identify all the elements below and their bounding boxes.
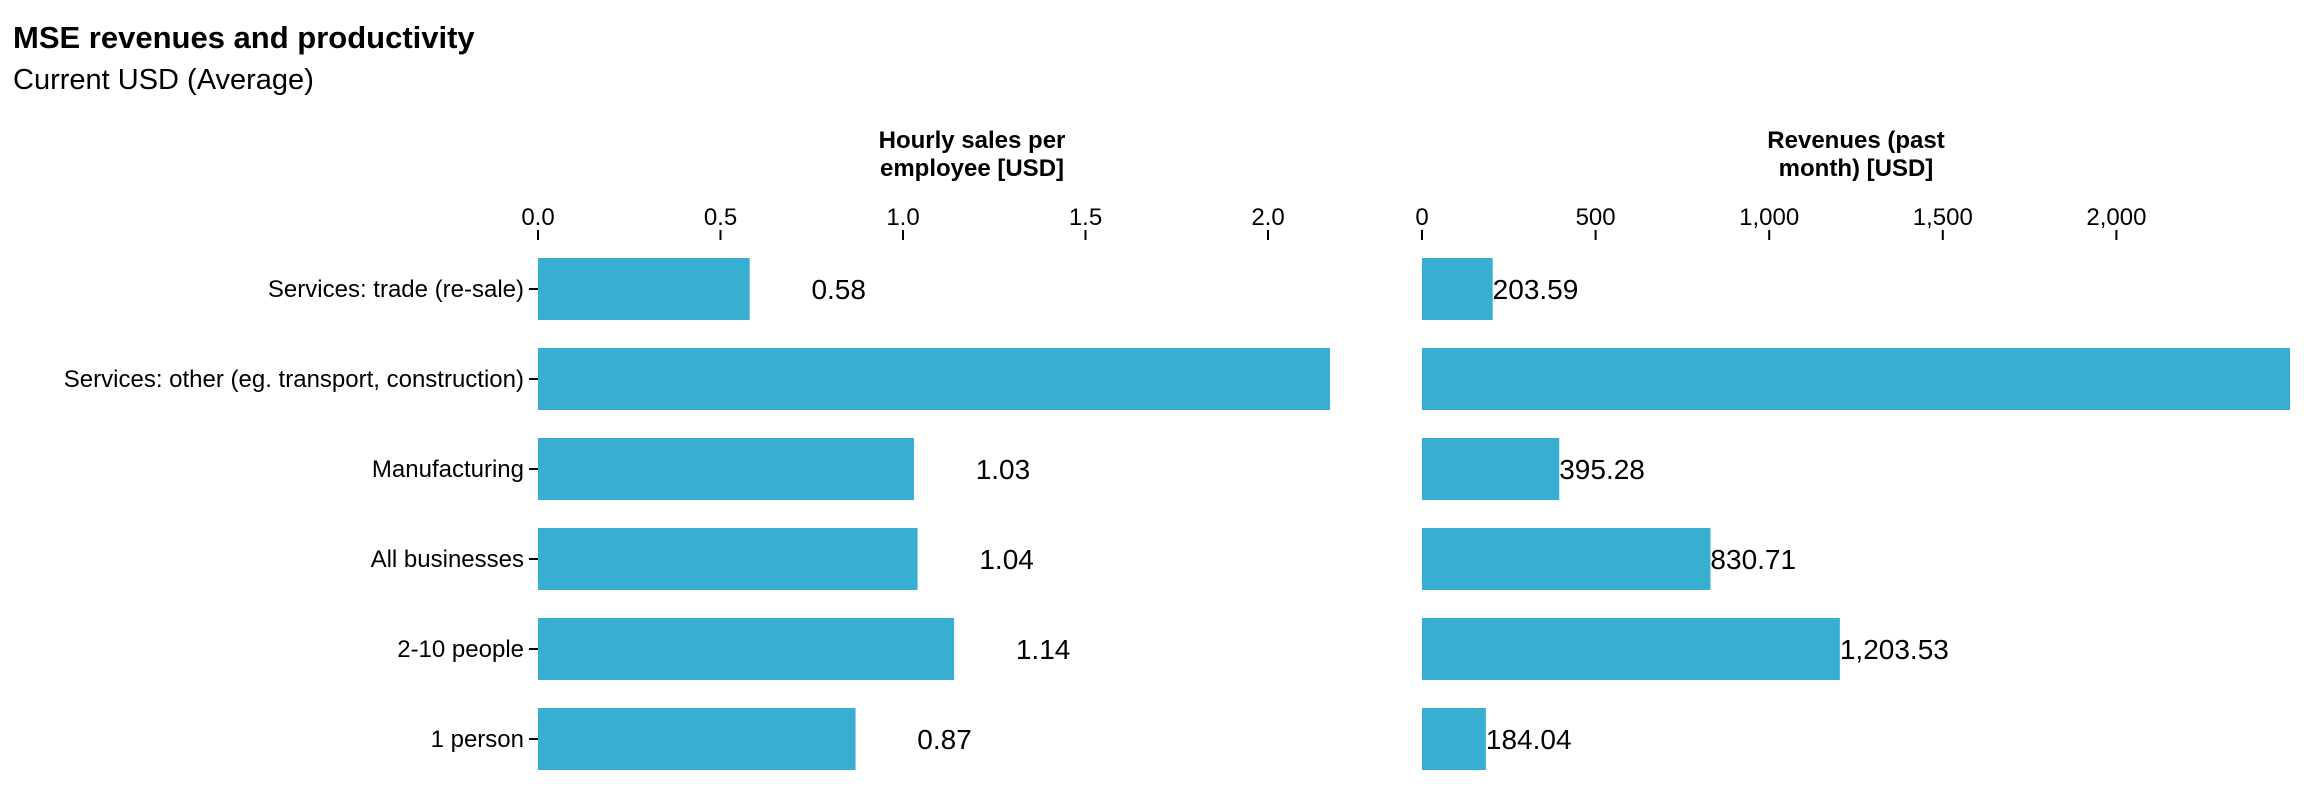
x-tick-label: 1,500 (1913, 204, 1973, 231)
bar (538, 708, 856, 770)
data-label: 830.71 (1710, 544, 1796, 575)
data-label: 184.04 (1486, 724, 1572, 755)
chart-subtitle: Current USD (Average) (13, 64, 314, 96)
panel-title-line: employee [USD] (880, 155, 1064, 182)
panel-title-line: month) [USD] (1779, 155, 1934, 182)
x-tick-label: 500 (1576, 204, 1616, 231)
data-label: 1,203.53 (1840, 634, 1949, 665)
x-tick-label: 0.5 (704, 204, 737, 231)
bar (538, 438, 914, 500)
category-label: Services: other (eg. transport, construc… (64, 366, 524, 393)
bar (538, 348, 1331, 410)
bar (1422, 618, 1840, 680)
x-tick-label: 2.0 (1251, 204, 1284, 231)
category-label: All businesses (371, 546, 524, 573)
data-label: 1.04 (979, 544, 1034, 575)
data-label: 0.58 (811, 274, 866, 305)
bar (538, 528, 918, 590)
category-label: 1 person (431, 726, 524, 753)
bar (1422, 348, 2290, 410)
data-label: 0.87 (917, 724, 972, 755)
bar (1422, 438, 1560, 500)
x-tick-label: 0.0 (521, 204, 554, 231)
x-tick-label: 1,000 (1739, 204, 1799, 231)
x-tick-label: 1.0 (886, 204, 919, 231)
data-label: 203.59 (1493, 274, 1579, 305)
x-tick-label: 2,000 (2086, 204, 2146, 231)
panel-title-line: Revenues (past (1767, 127, 1944, 154)
bar (538, 258, 750, 320)
data-label: 1.14 (1016, 634, 1071, 665)
bar (1422, 708, 1486, 770)
category-label: Manufacturing (372, 456, 524, 483)
chart-title: MSE revenues and productivity (13, 20, 475, 55)
data-label: 395.28 (1559, 454, 1645, 485)
category-label: 2-10 people (397, 636, 524, 663)
data-label: 1.03 (976, 454, 1031, 485)
x-tick-label: 1.5 (1069, 204, 1102, 231)
panel-title-line: Hourly sales per (879, 127, 1066, 154)
bar (1422, 528, 1711, 590)
bar (538, 618, 955, 680)
x-tick-label: 0 (1415, 204, 1428, 231)
category-label: Services: trade (re-sale) (268, 276, 524, 303)
bar (1422, 258, 1493, 320)
